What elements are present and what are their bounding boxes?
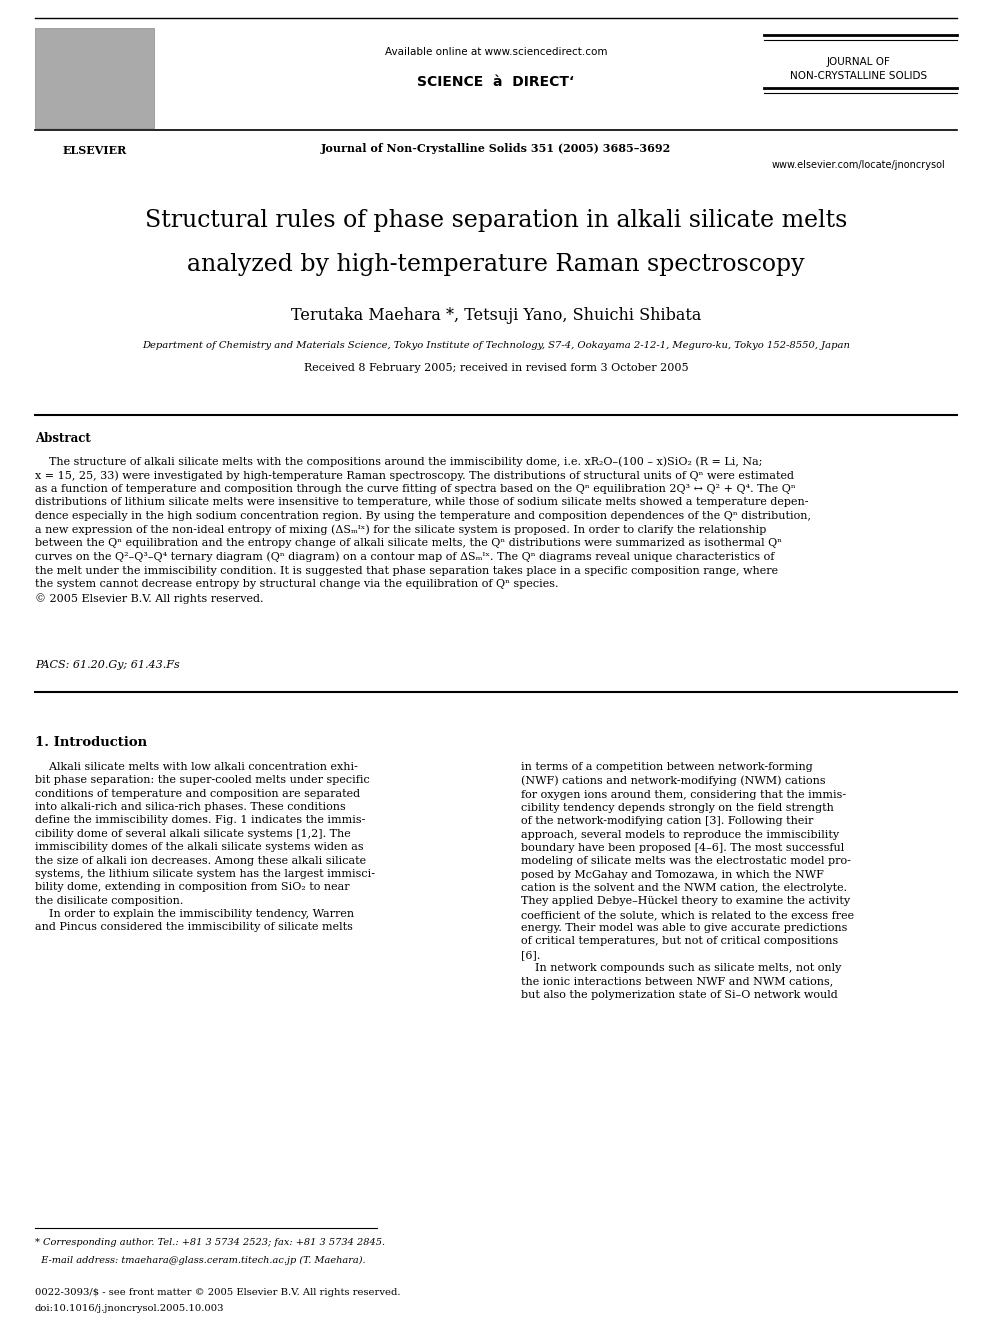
Text: doi:10.1016/j.jnoncrysol.2005.10.003: doi:10.1016/j.jnoncrysol.2005.10.003 <box>35 1304 224 1312</box>
Text: Available online at www.sciencedirect.com: Available online at www.sciencedirect.co… <box>385 48 607 57</box>
Text: The structure of alkali silicate melts with the compositions around the immiscib: The structure of alkali silicate melts w… <box>35 456 810 603</box>
Text: Department of Chemistry and Materials Science, Tokyo Institute of Technology, S7: Department of Chemistry and Materials Sc… <box>142 340 850 349</box>
Text: Abstract: Abstract <box>35 433 90 445</box>
Text: in terms of a competition between network-forming
(NWF) cations and network-modi: in terms of a competition between networ… <box>521 762 854 1000</box>
Text: Alkali silicate melts with low alkali concentration exhi-
bit phase separation: : Alkali silicate melts with low alkali co… <box>35 762 375 933</box>
Text: Structural rules of phase separation in alkali silicate melts: Structural rules of phase separation in … <box>145 209 847 232</box>
Text: E-mail address: tmaehara@glass.ceram.titech.ac.jp (T. Maehara).: E-mail address: tmaehara@glass.ceram.tit… <box>35 1256 365 1265</box>
Text: 1. Introduction: 1. Introduction <box>35 736 147 749</box>
Text: ELSEVIER: ELSEVIER <box>62 146 126 156</box>
Text: Received 8 February 2005; received in revised form 3 October 2005: Received 8 February 2005; received in re… <box>304 363 688 373</box>
Text: Journal of Non-Crystalline Solids 351 (2005) 3685–3692: Journal of Non-Crystalline Solids 351 (2… <box>320 143 672 153</box>
Text: JOURNAL OF: JOURNAL OF <box>826 57 890 67</box>
Text: * Corresponding author. Tel.: +81 3 5734 2523; fax: +81 3 5734 2845.: * Corresponding author. Tel.: +81 3 5734… <box>35 1238 385 1248</box>
Text: analyzed by high-temperature Raman spectroscopy: analyzed by high-temperature Raman spect… <box>187 254 805 277</box>
Text: PACS: 61.20.Gy; 61.43.Fs: PACS: 61.20.Gy; 61.43.Fs <box>35 660 180 669</box>
Text: 0022-3093/$ - see front matter © 2005 Elsevier B.V. All rights reserved.: 0022-3093/$ - see front matter © 2005 El… <box>35 1289 400 1297</box>
Text: NON-CRYSTALLINE SOLIDS: NON-CRYSTALLINE SOLIDS <box>790 71 927 81</box>
Text: www.elsevier.com/locate/jnoncrysol: www.elsevier.com/locate/jnoncrysol <box>771 160 945 169</box>
Text: Terutaka Maehara *, Tetsuji Yano, Shuichi Shibata: Terutaka Maehara *, Tetsuji Yano, Shuich… <box>291 307 701 324</box>
Text: SCIENCE  à  DIRECT‘: SCIENCE à DIRECT‘ <box>418 75 574 89</box>
FancyBboxPatch shape <box>35 28 154 128</box>
